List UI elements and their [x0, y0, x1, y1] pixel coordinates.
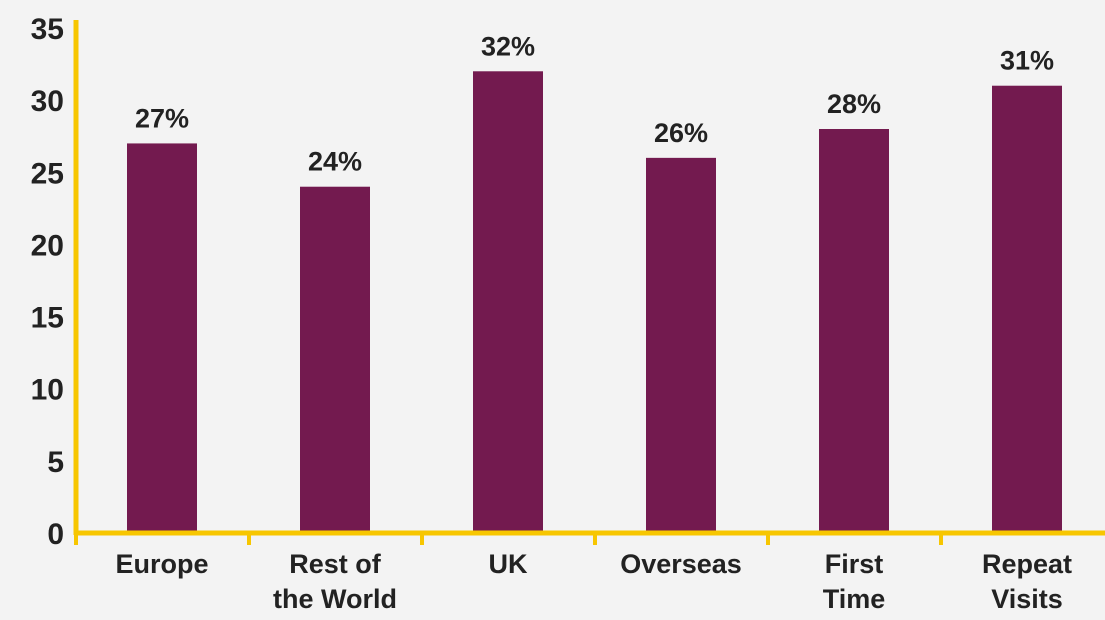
- category-label-line: Repeat: [982, 549, 1072, 579]
- category-label-line: UK: [489, 549, 528, 579]
- category-label: Rest of the World: [273, 549, 397, 614]
- category-label: Overseas: [620, 549, 742, 579]
- y-tick-label: 30: [31, 85, 64, 118]
- category-label-line: Rest of: [289, 549, 382, 579]
- bar: [646, 157, 716, 533]
- bar: [992, 85, 1062, 533]
- category-label: Europe: [115, 549, 208, 579]
- data-labels: 27% 24% 32% 26% 28% 31%: [135, 31, 1054, 176]
- y-tick-label: 25: [31, 157, 64, 190]
- data-label: 31%: [1000, 46, 1054, 76]
- data-label: 27%: [135, 103, 189, 133]
- category-labels: Europe Rest of the World UK Overseas First Tim…: [115, 549, 1072, 614]
- category-label-line: Visits: [991, 584, 1063, 614]
- bar: [819, 129, 889, 533]
- y-axis-ticks: 0 5 10 15 20 25 30 35: [31, 13, 64, 551]
- data-label: 24%: [308, 147, 362, 177]
- data-label: 32%: [481, 31, 535, 61]
- category-label-line: the World: [273, 584, 397, 614]
- y-tick-label: 15: [31, 302, 64, 335]
- axes: [73, 20, 1105, 545]
- y-tick-label: 10: [31, 374, 64, 407]
- category-label: First Time: [823, 549, 886, 614]
- data-label: 28%: [827, 89, 881, 119]
- category-label: UK: [489, 549, 528, 579]
- category-label-line: Europe: [115, 549, 208, 579]
- bar: [300, 186, 370, 533]
- category-label-line: First: [825, 549, 884, 579]
- category-label-line: Overseas: [620, 549, 742, 579]
- category-label: Repeat Visits: [982, 549, 1072, 614]
- bar: [473, 71, 543, 534]
- y-tick-label: 35: [31, 13, 64, 46]
- y-tick-label: 0: [47, 518, 64, 551]
- y-tick-label: 5: [47, 446, 64, 479]
- data-label: 26%: [654, 118, 708, 148]
- y-tick-label: 20: [31, 229, 64, 262]
- bar-series: [127, 71, 1062, 534]
- category-label-line: Time: [823, 584, 886, 614]
- bar: [127, 143, 197, 533]
